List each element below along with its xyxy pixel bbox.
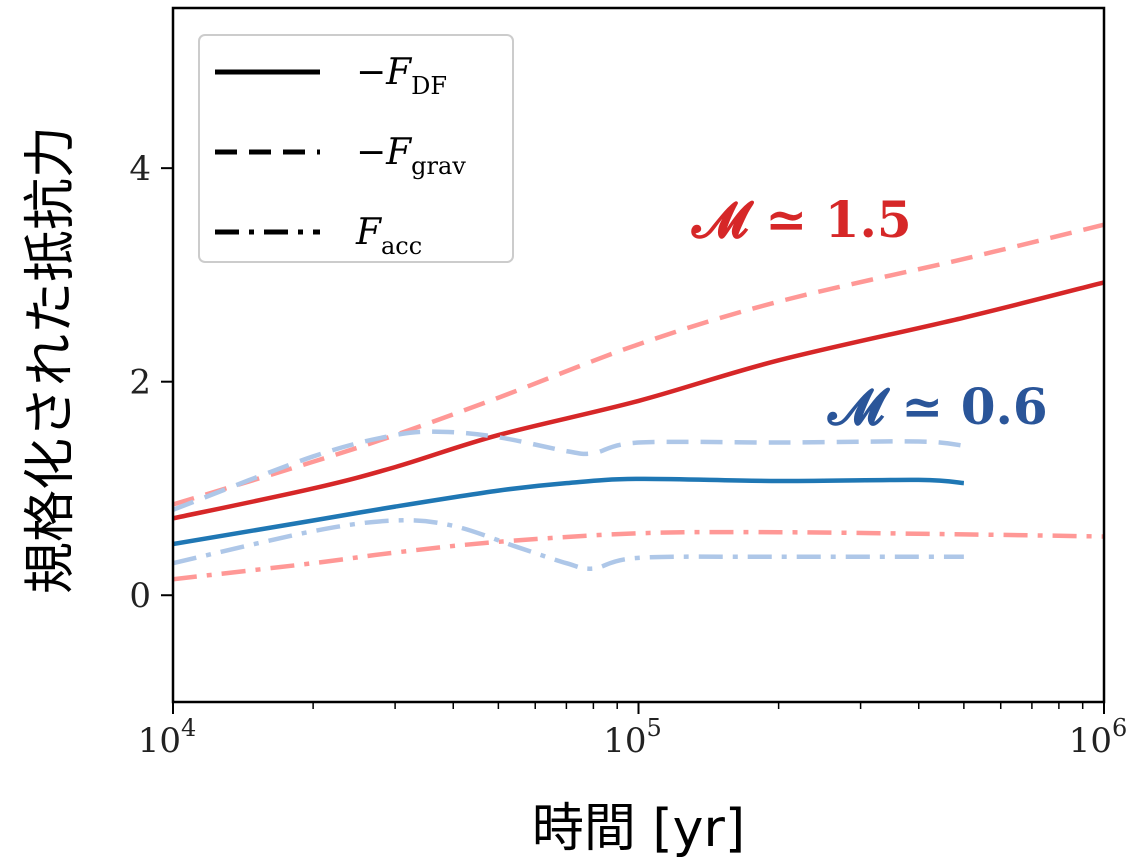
legend-label-1: −Fgrav [356, 132, 466, 180]
y-tick-label-2: 4 [129, 149, 151, 189]
series-line-0 [173, 280, 1104, 521]
x-tick-label-0: 104 [138, 714, 197, 761]
series-layer [173, 222, 1104, 582]
series-line-5 [173, 518, 964, 571]
y-tick-label-0: 0 [129, 576, 151, 616]
legend-box [198, 34, 514, 263]
series-line-3 [173, 476, 965, 547]
y-tick-label-1: 2 [129, 363, 151, 403]
series-line-1 [173, 222, 1104, 507]
series-line-2 [173, 529, 1104, 582]
legend-label-2: Facc [355, 212, 422, 260]
legend: −FDF −Fgrav Facc [198, 34, 514, 263]
y-axis-label: 規格化された抵抗力 [21, 126, 81, 594]
annotation-mach-0-6: 𝓜 ≃ 0.6 [827, 377, 1048, 436]
legend-label-0: −FDF [356, 52, 447, 100]
x-tick-label-2: 106 [1069, 714, 1128, 761]
x-axis-label: 時間 [yr] [532, 799, 745, 859]
ticks-layer: 0 2 4 104 105 106 [129, 149, 1127, 761]
series-line-4 [173, 429, 965, 512]
annotation-mach-1-5: 𝓜 ≃ 1.5 [691, 190, 912, 249]
x-tick-label-1: 105 [603, 714, 662, 761]
